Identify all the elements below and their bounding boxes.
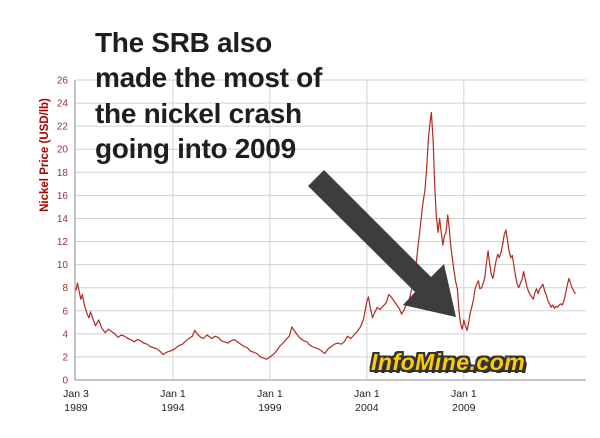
x-tick-year: 2004 — [355, 402, 379, 414]
y-tick-label: 4 — [62, 329, 68, 340]
price-line — [75, 111, 576, 360]
y-tick-label: 12 — [57, 237, 69, 248]
x-tick-label: Jan 1 — [451, 388, 477, 400]
y-axis-title: Nickel Price (USD/lb) — [39, 98, 51, 212]
x-tick-label: Jan 1 — [160, 388, 186, 400]
x-tick-label: Jan 1 — [354, 388, 380, 400]
infomine-logo: InfoMine.com — [371, 349, 526, 375]
y-tick-label: 18 — [57, 168, 69, 179]
x-tick-label: Jan 3 — [63, 388, 89, 400]
y-tick-label: 24 — [57, 99, 69, 110]
annotation-text: The SRB also made the most of the nickel… — [95, 27, 323, 164]
y-tick-label: 16 — [57, 191, 69, 202]
y-tick-label: 8 — [62, 283, 68, 294]
y-tick-label: 10 — [57, 260, 69, 271]
x-tick-year: 1994 — [161, 402, 185, 414]
y-tick-label: 20 — [57, 145, 69, 156]
x-tick-year: 1989 — [64, 402, 88, 414]
x-tick-label: Jan 1 — [257, 388, 283, 400]
x-tick-year: 1999 — [258, 402, 282, 414]
y-tick-label: 6 — [62, 306, 68, 317]
y-tick-label: 2 — [62, 352, 68, 363]
y-tick-label: 26 — [57, 76, 69, 87]
y-tick-label: 14 — [57, 214, 69, 225]
y-tick-label: 22 — [57, 122, 69, 133]
y-tick-label: 0 — [62, 376, 68, 387]
x-tick-year: 2009 — [452, 402, 476, 414]
crash-arrow-icon — [308, 170, 456, 317]
